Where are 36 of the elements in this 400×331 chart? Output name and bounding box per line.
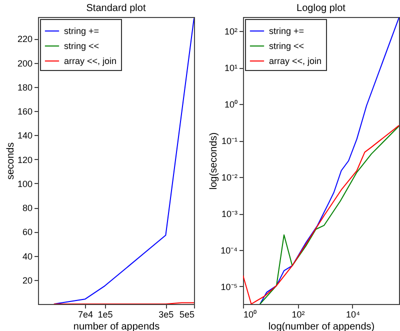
y-tick-label: 200 <box>17 58 32 68</box>
y-axis-title: log(seconds) <box>208 132 220 190</box>
y-tick-label: 160 <box>17 106 32 117</box>
y-tick-label: 10⁰ <box>224 100 238 110</box>
x-tick-label: 3e5 <box>158 310 174 320</box>
y-tick-label: 100 <box>17 178 32 189</box>
y-tick-label: 10⁻³ <box>221 209 238 220</box>
legend-label: string += <box>269 26 304 36</box>
x-tick-label: 10² <box>292 310 305 320</box>
y-tick-label: 10⁻¹ <box>221 136 238 146</box>
y-tick-label: 40 <box>22 251 32 262</box>
y-tick-label: 10² <box>224 26 238 37</box>
legend-label: string += <box>64 26 100 36</box>
y-tick-label: 10¹ <box>224 63 238 74</box>
y-tick-label: 10⁻⁵ <box>220 282 238 292</box>
legend-label: array <<, join <box>269 56 322 66</box>
x-tick-label: 1e5 <box>98 310 113 320</box>
y-tick-label: 220 <box>17 34 32 44</box>
y-tick-label: 140 <box>17 130 32 141</box>
y-tick-label: 60 <box>22 227 32 238</box>
y-tick-label: 180 <box>17 82 32 92</box>
chart-title: Standard plot <box>86 3 146 14</box>
legend-label: array <<, join <box>64 56 117 66</box>
legend-label: string << <box>64 41 100 51</box>
y-tick-label: 120 <box>17 154 32 165</box>
x-tick-label: 7e4 <box>78 310 93 320</box>
x-tick-label: 5e5 <box>179 310 194 320</box>
y-axis-title: seconds <box>5 142 16 180</box>
y-tick-label: 80 <box>22 203 32 214</box>
x-tick-label: 10⁰ <box>244 310 257 320</box>
chart-title: Loglog plot <box>296 3 346 14</box>
y-tick-label: 10⁻⁴ <box>220 245 238 256</box>
y-tick-label: 10⁻² <box>221 172 238 183</box>
y-tick-label: 20 <box>22 275 32 286</box>
x-tick-label: 10⁴ <box>346 310 360 320</box>
legend-label: string << <box>269 41 304 51</box>
